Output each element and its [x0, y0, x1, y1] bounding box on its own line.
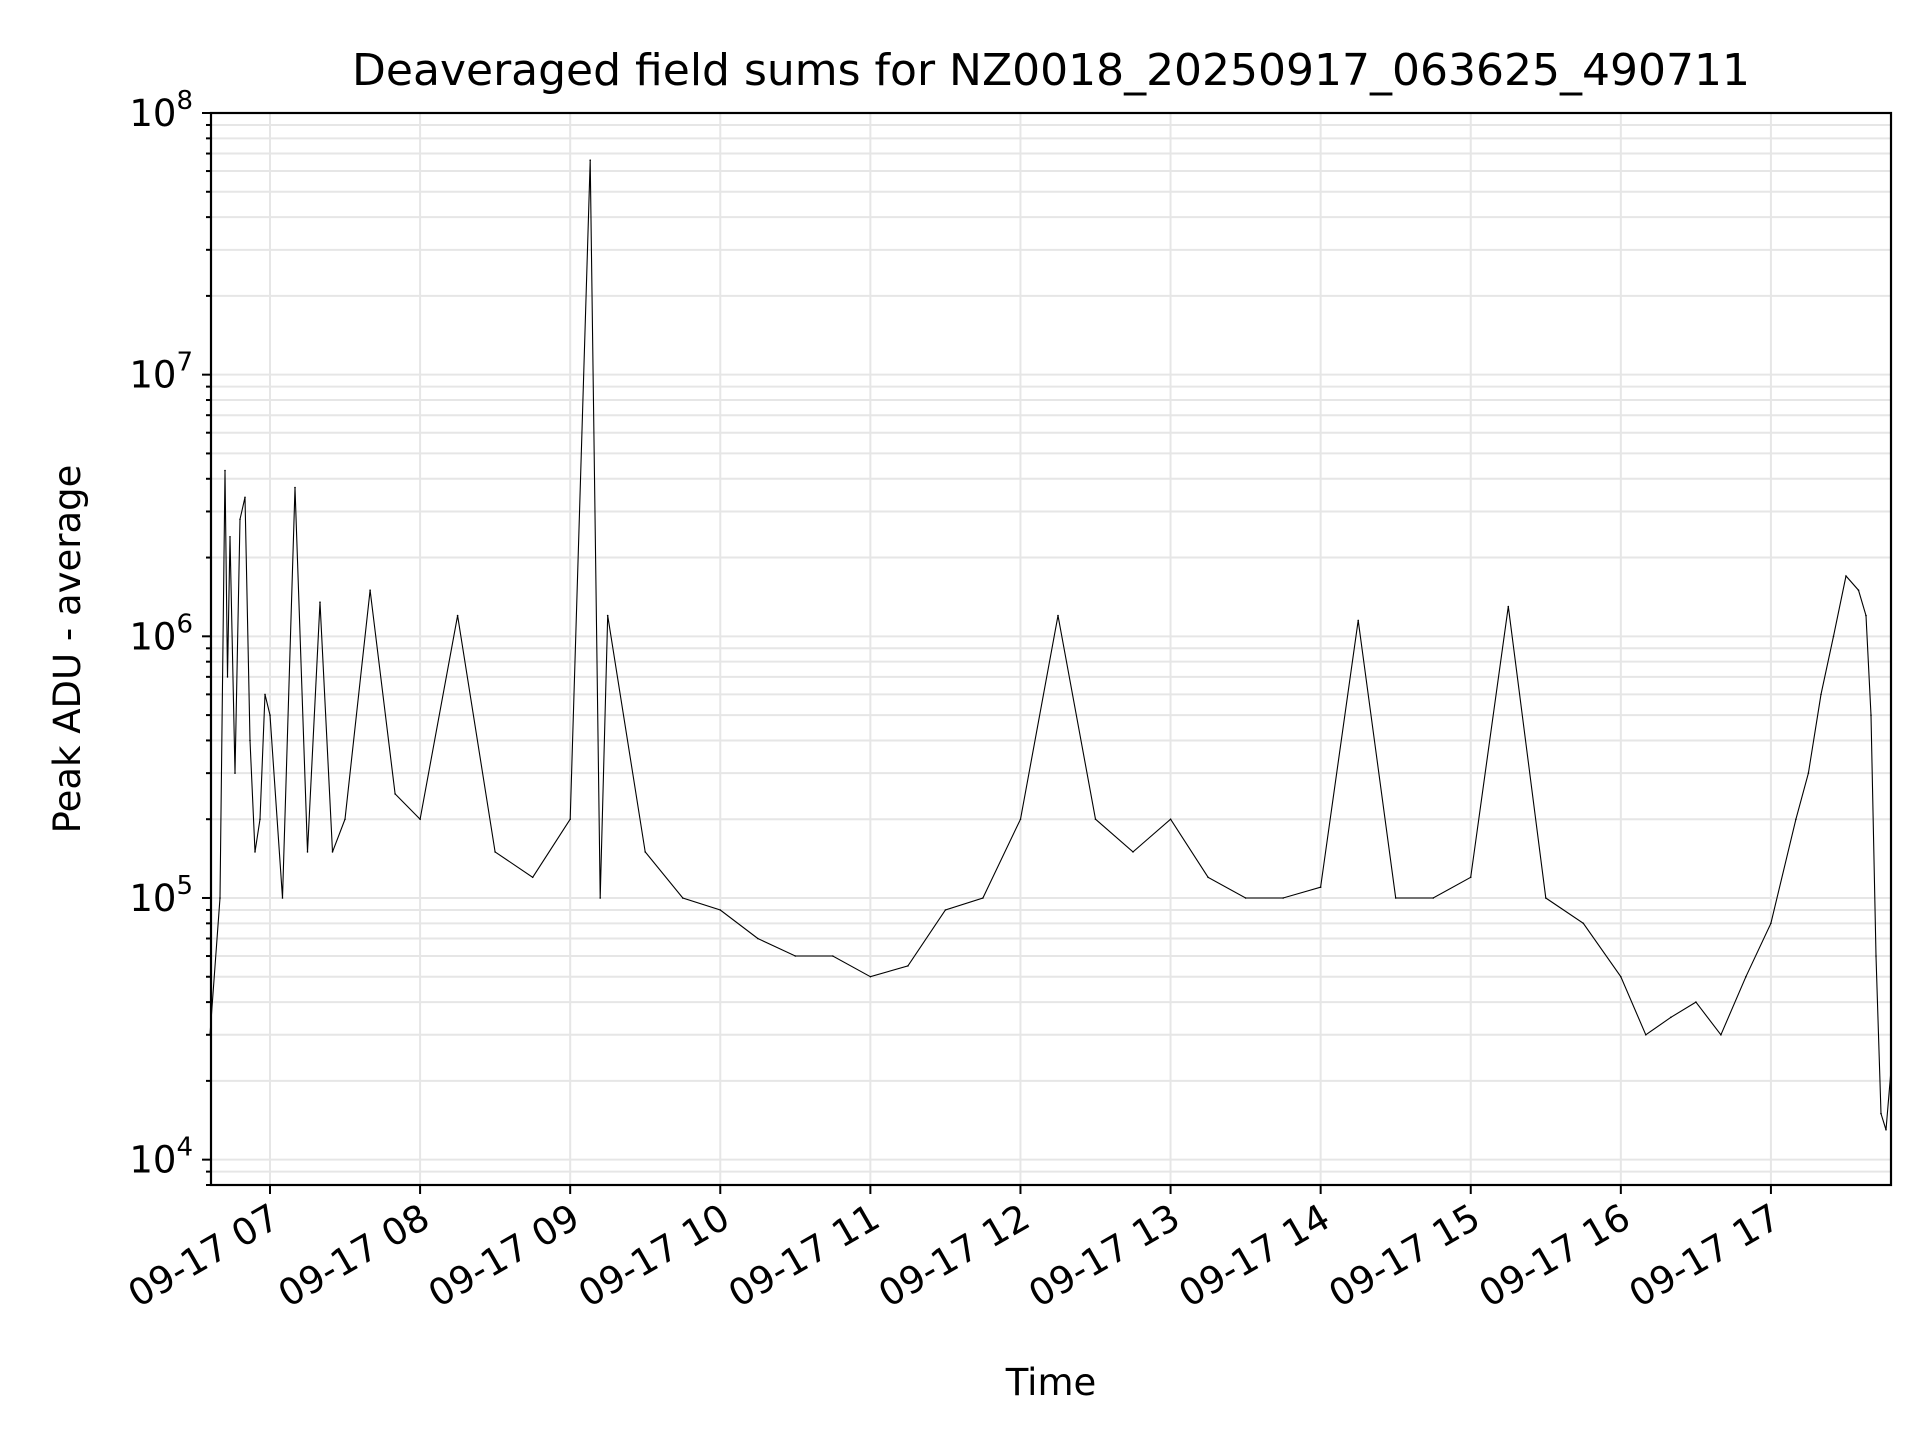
y-tick-label: 105 [129, 871, 193, 920]
x-tick-label: 09-17 08 [271, 1196, 437, 1316]
data-point [219, 897, 221, 899]
data-point [1545, 897, 1547, 899]
x-tick-label: 09-17 07 [121, 1196, 287, 1316]
data-point [294, 486, 296, 489]
data-point [1832, 635, 1835, 638]
x-tick-label: 09-17 10 [571, 1196, 737, 1316]
data-point [719, 909, 722, 911]
data-point [1845, 575, 1847, 577]
data-point [982, 897, 984, 899]
data-point [281, 897, 284, 899]
data-point [832, 955, 834, 957]
data-point [1282, 897, 1284, 899]
data-point [589, 159, 591, 161]
data-point [1582, 922, 1585, 925]
data-point [319, 601, 321, 603]
data-point [682, 897, 684, 899]
data-point [1507, 605, 1510, 608]
data-point [494, 851, 496, 853]
data-point [1244, 897, 1247, 899]
data-point [369, 589, 371, 591]
x-tick-label: 09-17 17 [1622, 1196, 1788, 1316]
data-point [249, 739, 251, 742]
data-point [344, 818, 346, 820]
data-point [869, 975, 872, 978]
data-point [269, 714, 271, 716]
x-tick-label: 09-17 12 [871, 1196, 1037, 1316]
data-point [1820, 693, 1822, 696]
x-tick-label: 09-17 09 [421, 1196, 587, 1316]
x-tick-label: 09-17 16 [1472, 1196, 1638, 1316]
x-axis-label: Time [1005, 1361, 1097, 1404]
data-point [1645, 1034, 1647, 1036]
data-point [229, 536, 231, 538]
data-point [244, 496, 246, 499]
data-point [259, 818, 261, 820]
data-point [531, 876, 534, 879]
data-point [1432, 897, 1434, 899]
x-tick-label: 09-17 15 [1322, 1196, 1488, 1316]
data-point [1620, 975, 1622, 978]
y-axis-label: Peak ADU - average [46, 465, 89, 834]
y-tick-label: 104 [129, 1133, 193, 1182]
y-tick-label: 108 [129, 86, 193, 135]
data-point [1770, 922, 1772, 925]
series-layer [209, 159, 1892, 1131]
chart-title: Deaveraged field sums for NZ0018_2025091… [352, 45, 1750, 96]
data-point [1695, 1001, 1697, 1003]
data-point [1857, 589, 1860, 591]
data-point [456, 614, 459, 617]
data-point [1795, 818, 1797, 820]
data-point [1469, 876, 1472, 879]
data-point [1319, 886, 1322, 888]
data-point [569, 818, 571, 820]
data-point [1865, 614, 1867, 617]
data-point [1875, 955, 1877, 957]
data-point [1745, 975, 1747, 978]
data-point [306, 851, 309, 853]
data-point [907, 965, 909, 967]
data-point [1807, 772, 1810, 774]
y-tick-label: 106 [129, 609, 193, 658]
data-point [1880, 1112, 1882, 1115]
data-point [1207, 876, 1209, 879]
data-point [794, 955, 797, 957]
data-point [1057, 614, 1059, 617]
x-tick-label: 09-17 13 [1021, 1196, 1187, 1316]
data-point [234, 772, 236, 774]
data-point [644, 851, 646, 853]
data-point [944, 909, 947, 911]
data-point [1132, 851, 1134, 853]
data-point [264, 693, 266, 696]
data-point [224, 469, 226, 472]
data-point [394, 793, 396, 795]
x-tick-label: 09-17 11 [721, 1196, 887, 1316]
data-point [757, 937, 759, 940]
data-point [599, 897, 601, 899]
series-line [209, 160, 1892, 1130]
y-tick-label: 107 [129, 348, 193, 397]
data-point [1394, 897, 1397, 899]
data-point [1870, 714, 1872, 716]
data-point [1670, 1016, 1672, 1019]
data-point [254, 851, 256, 853]
data-point [1885, 1129, 1887, 1131]
data-point [606, 614, 609, 617]
data-point [1169, 818, 1172, 820]
data-point [419, 818, 421, 820]
data-point [1019, 818, 1022, 820]
data-point [1357, 619, 1359, 622]
data-point [1094, 818, 1097, 820]
data-point [239, 518, 241, 521]
x-tick-label: 09-17 14 [1172, 1196, 1338, 1316]
data-point [226, 676, 229, 678]
data-point [1720, 1034, 1722, 1036]
data-point [331, 851, 334, 853]
